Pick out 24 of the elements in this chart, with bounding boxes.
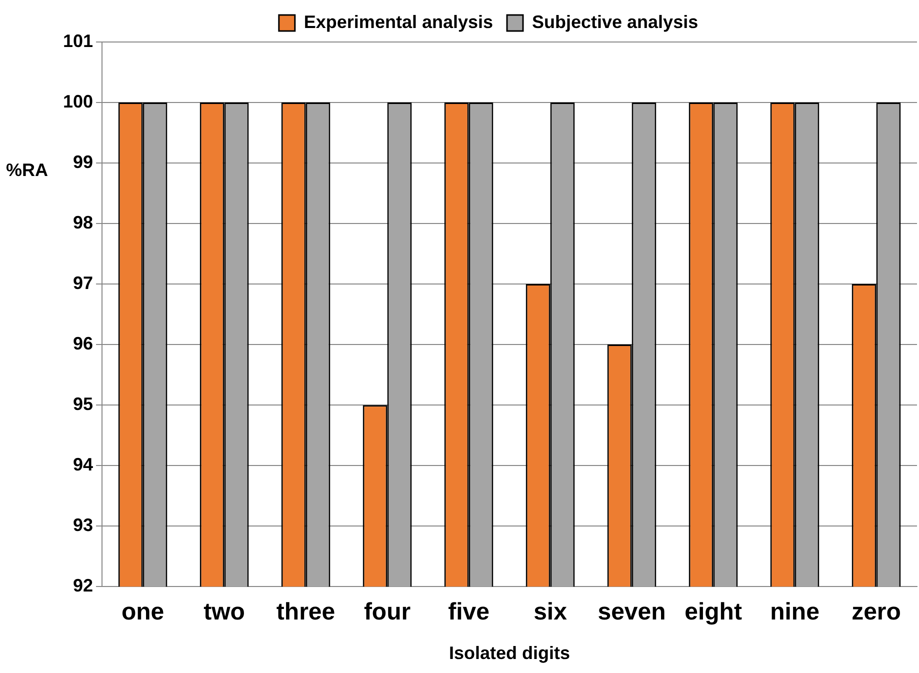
x-tick-label: three <box>276 598 336 626</box>
x-tick-label: four <box>364 598 411 626</box>
y-tick-label: 99 <box>73 152 94 172</box>
y-tick-label: 97 <box>73 273 94 294</box>
y-tick-label: 93 <box>73 515 94 536</box>
y-tick-label: 95 <box>73 394 94 414</box>
x-tick-label: five <box>448 598 490 626</box>
y-tick-label: 100 <box>62 91 94 112</box>
x-tick-label: zero <box>852 598 901 626</box>
x-tick-label: seven <box>598 598 666 626</box>
x-axis-title: Isolated digits <box>449 643 570 664</box>
y-tick-label: 96 <box>73 334 94 354</box>
y-tick-label: 98 <box>73 212 94 232</box>
x-tick-label: one <box>121 598 164 626</box>
x-tick-label: eight <box>684 598 742 626</box>
y-tick-label: 92 <box>73 576 94 596</box>
x-tick-label: six <box>534 598 568 626</box>
y-tick-label: 101 <box>62 30 94 51</box>
legend-label: Subjective analysis <box>532 12 698 32</box>
x-tick-label: nine <box>770 598 820 626</box>
y-tick-label: 94 <box>73 454 94 475</box>
y-axis-title: %RA <box>6 160 48 181</box>
x-tick-label: two <box>204 598 245 626</box>
legend-label: Experimental analysis <box>304 12 494 32</box>
